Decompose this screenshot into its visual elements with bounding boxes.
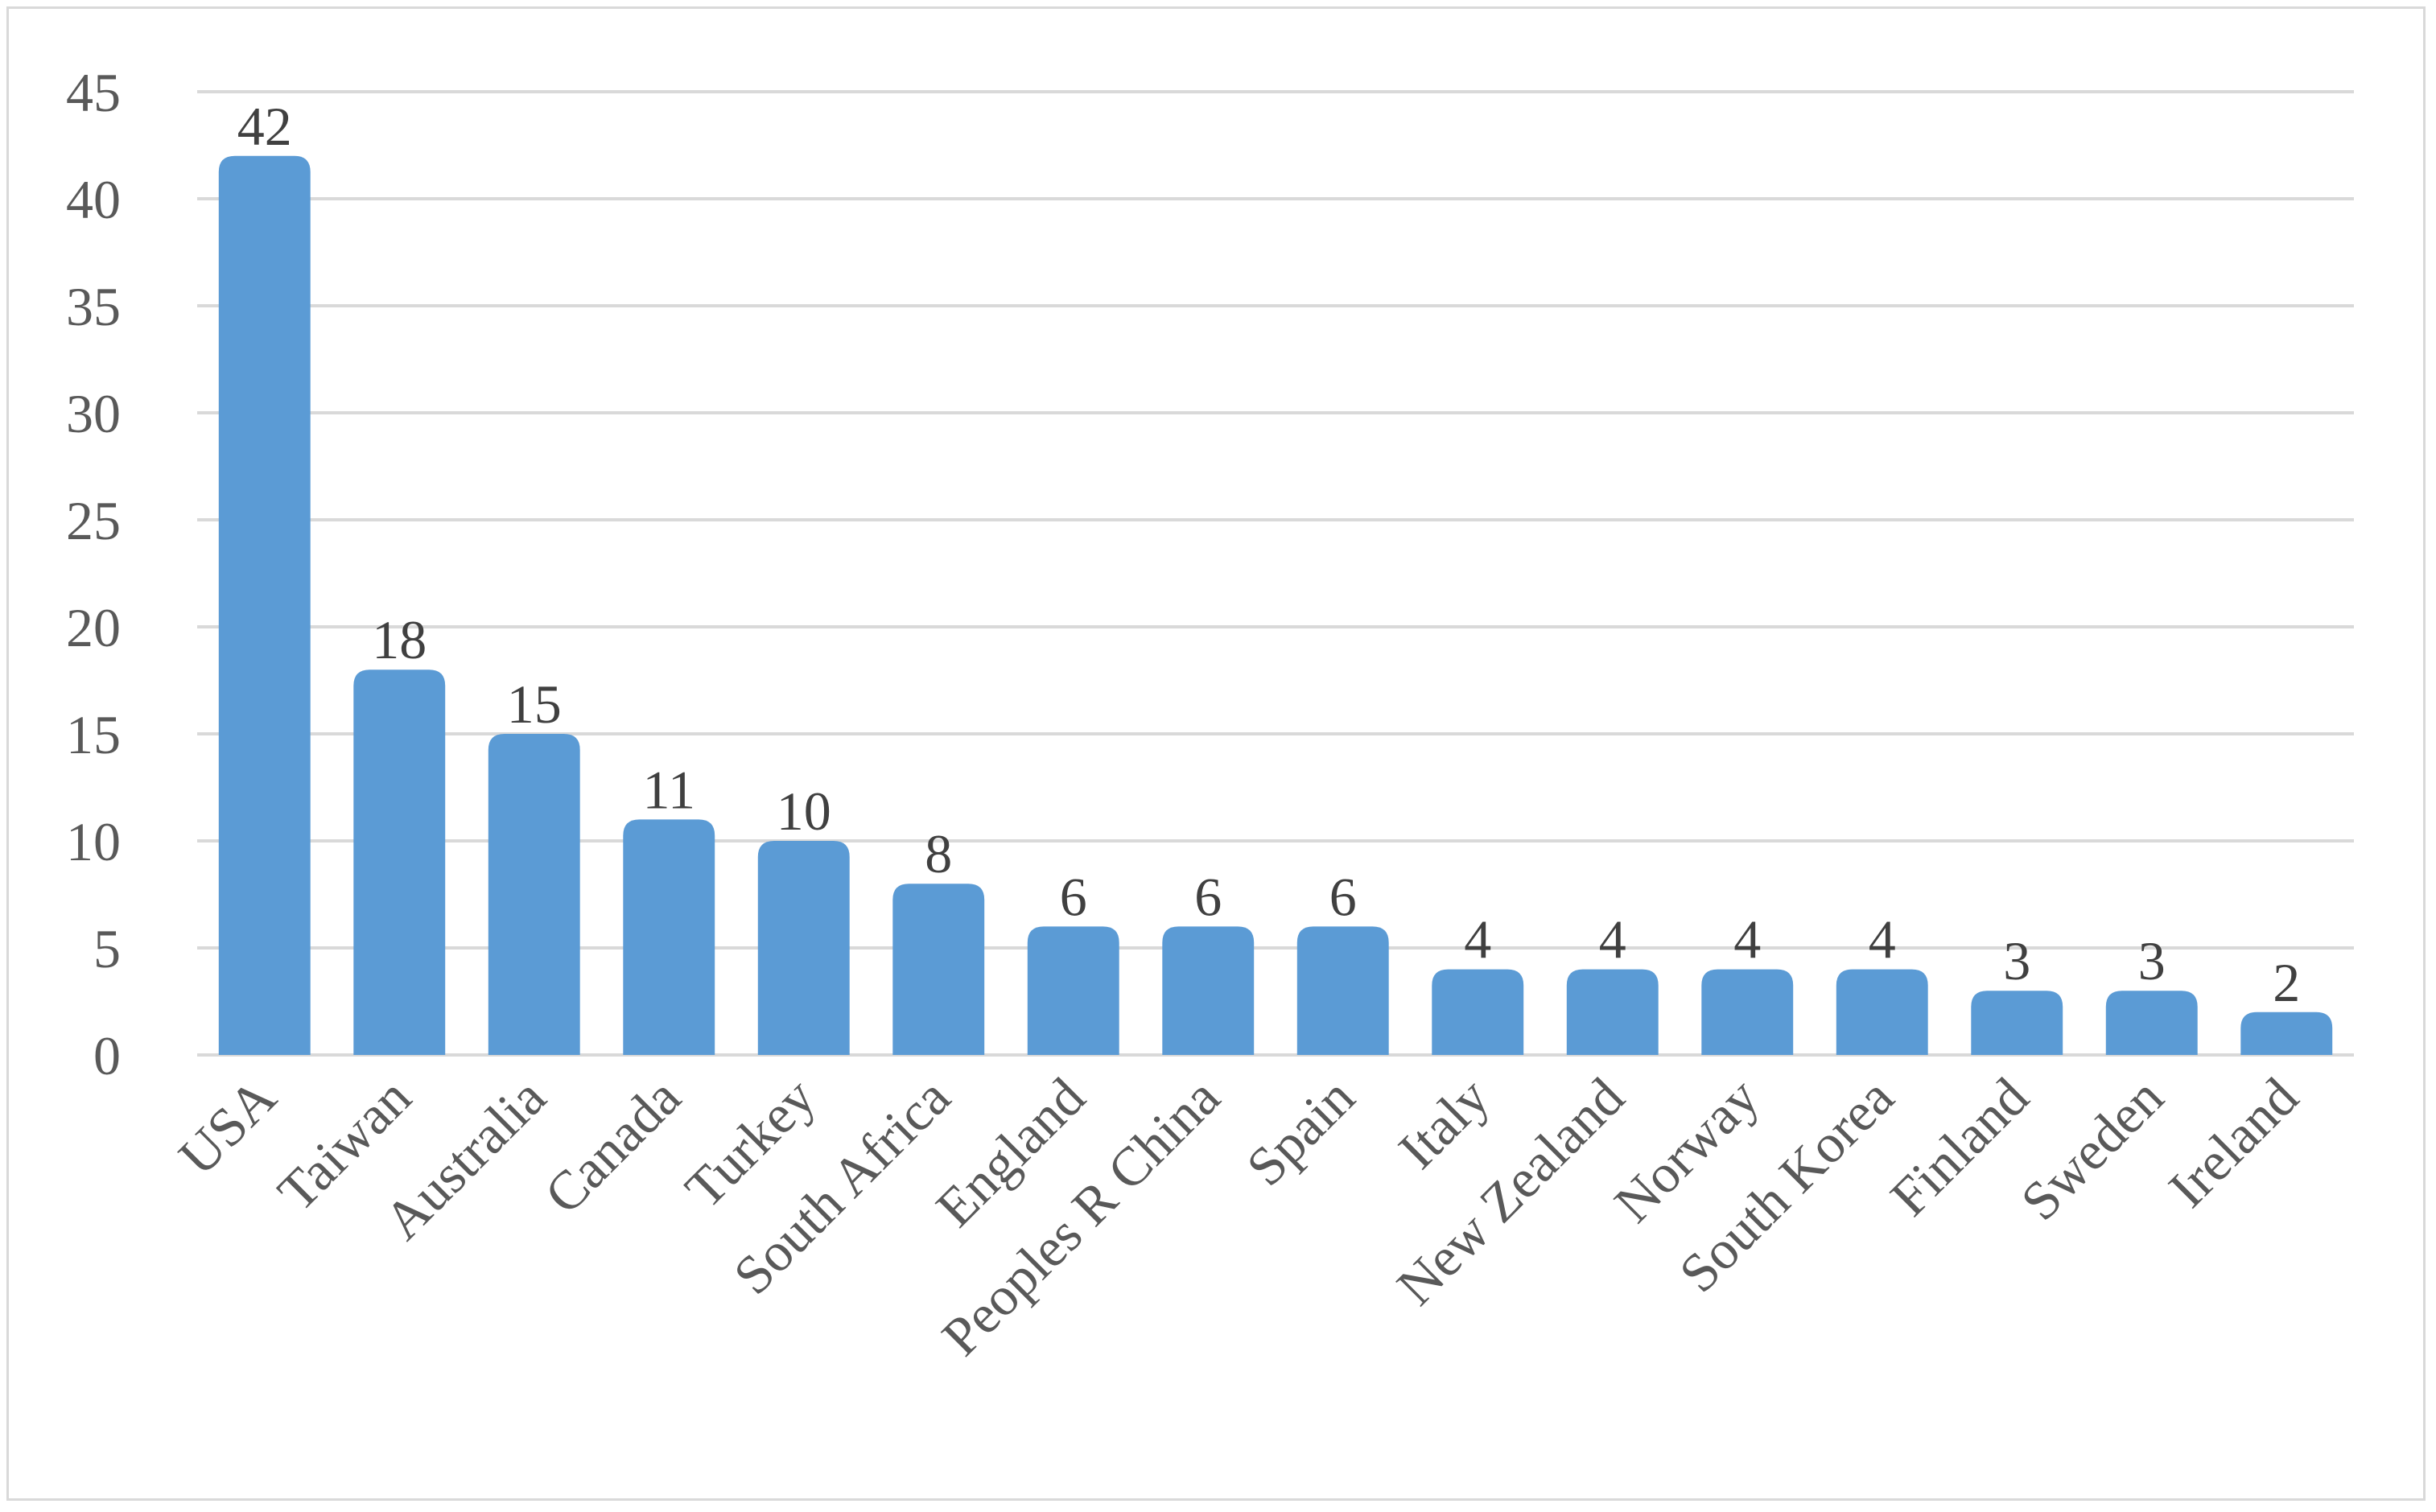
- data-label: 42: [237, 96, 292, 157]
- bar-sweden: [2105, 991, 2198, 1055]
- data-labels: 42 18 15 11 10 8 6 6 6 4 4 4 4 3 3 2: [237, 96, 2301, 1013]
- y-tick-label: 20: [66, 597, 121, 658]
- data-label: 4: [1733, 909, 1761, 970]
- data-label: 6: [1194, 866, 1222, 927]
- bar-england: [1027, 926, 1119, 1055]
- y-tick-label: 10: [66, 811, 121, 872]
- data-label: 2: [2273, 952, 2300, 1013]
- x-tick-label: Sweden: [2009, 1066, 2174, 1232]
- data-label: 6: [1060, 866, 1087, 927]
- bar-spain: [1296, 926, 1389, 1055]
- chart-border: [6, 6, 2426, 1501]
- x-tick-label: Ireland: [2157, 1066, 2310, 1219]
- x-tick-label: Spain: [1234, 1066, 1366, 1197]
- data-label: 4: [1599, 909, 1626, 970]
- bars: [218, 155, 2333, 1055]
- bar-taiwan: [353, 669, 446, 1055]
- bar-australia: [488, 734, 580, 1055]
- bar-ireland: [2240, 1011, 2333, 1055]
- x-tick-label: USA: [167, 1066, 287, 1187]
- y-tick-label: 0: [93, 1025, 121, 1086]
- bar-south-africa: [892, 884, 985, 1055]
- bar-peoples-r-china: [1162, 926, 1255, 1055]
- data-label: 4: [1464, 909, 1491, 970]
- data-label: 11: [643, 759, 695, 820]
- data-label: 3: [2003, 930, 2030, 991]
- y-tick-label: 30: [66, 383, 121, 444]
- y-tick-label: 45: [66, 62, 121, 123]
- bar-italy: [1432, 969, 1524, 1055]
- x-tick-label: Italy: [1387, 1066, 1501, 1180]
- y-tick-label: 5: [93, 918, 121, 979]
- y-tick-label: 35: [66, 276, 121, 337]
- bar-finland: [1971, 991, 2063, 1055]
- bar-norway: [1701, 969, 1794, 1055]
- bar-turkey: [757, 841, 850, 1055]
- data-label: 3: [2138, 930, 2166, 991]
- x-tick-label: Finland: [1878, 1066, 2040, 1228]
- data-label: 4: [1869, 909, 1896, 970]
- bar-canada: [623, 819, 715, 1055]
- data-label: 8: [925, 823, 952, 884]
- data-label: 10: [777, 781, 831, 842]
- data-label: 6: [1329, 866, 1357, 927]
- y-tick-label: 25: [66, 490, 121, 551]
- y-axis-ticks: 0 5 10 15 20 25 30 35 40 45: [66, 62, 121, 1086]
- bar-usa: [218, 155, 311, 1055]
- data-label: 15: [507, 674, 562, 735]
- y-tick-label: 40: [66, 169, 121, 230]
- data-label: 18: [372, 609, 427, 670]
- x-tick-label: Canada: [533, 1066, 692, 1226]
- bar-new-zealand: [1566, 969, 1659, 1055]
- bar-south-korea: [1836, 969, 1928, 1055]
- y-tick-label: 15: [66, 704, 121, 765]
